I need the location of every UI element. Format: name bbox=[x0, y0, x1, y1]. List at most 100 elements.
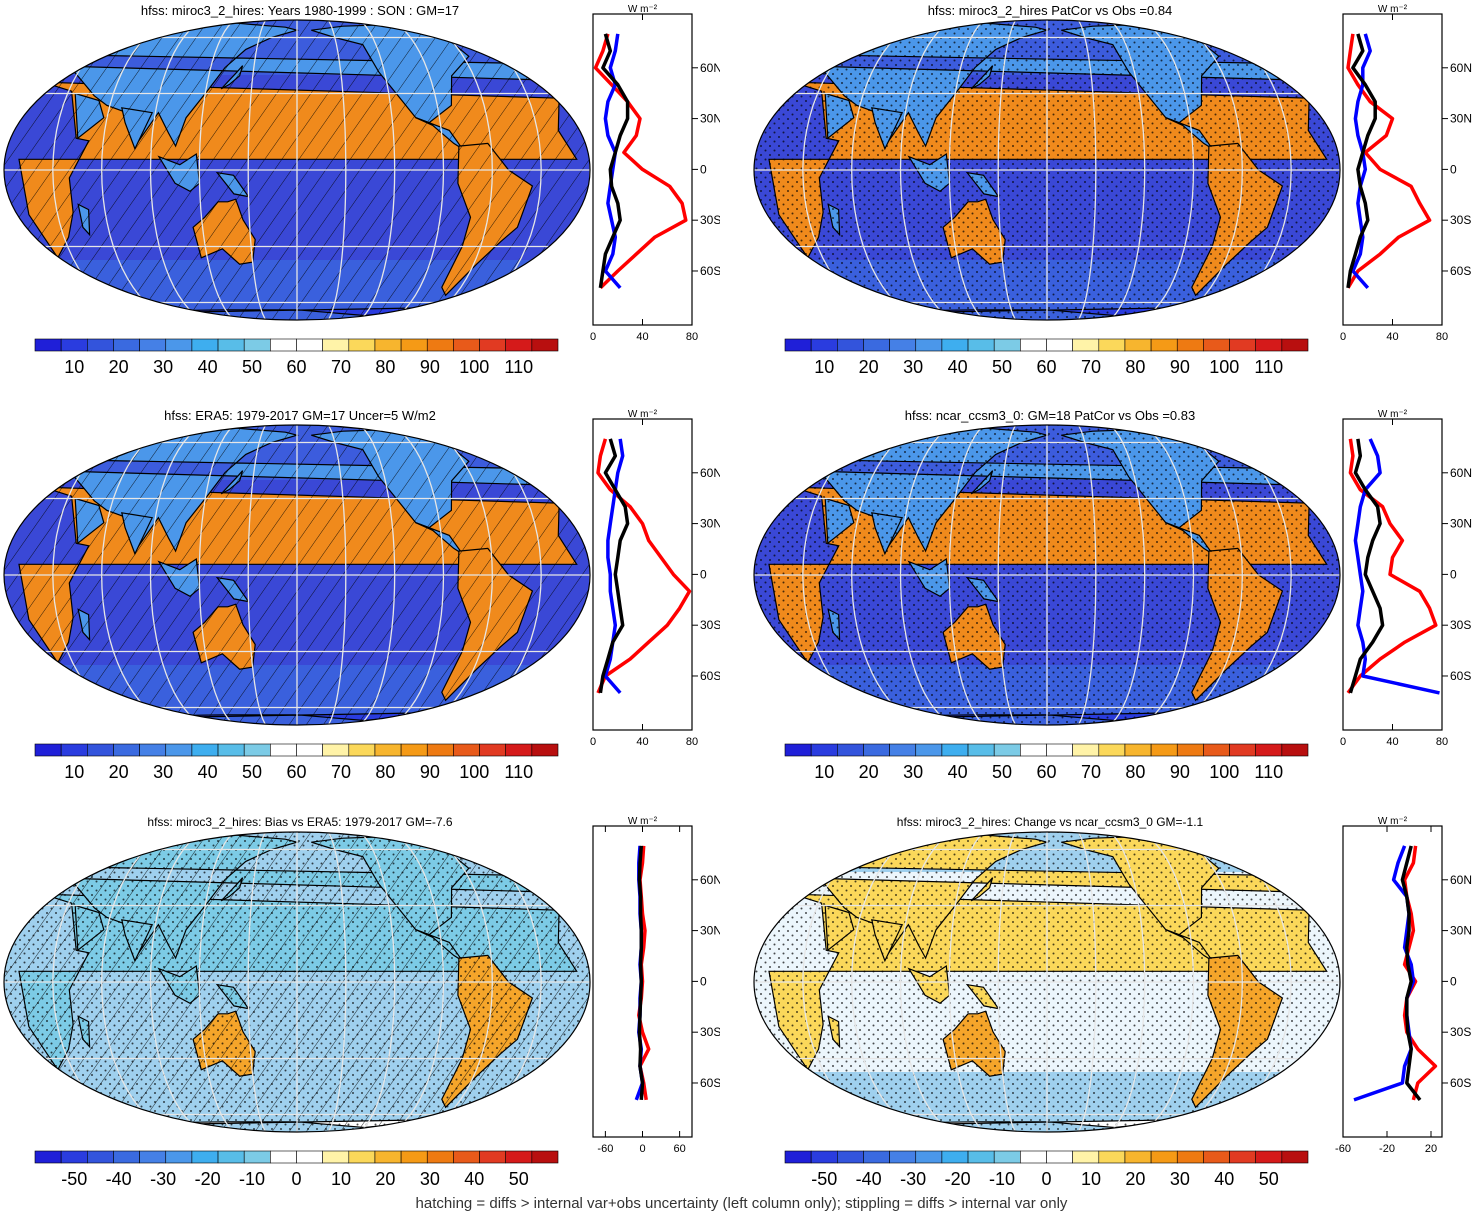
lat-tick-label: 0 bbox=[1450, 162, 1457, 176]
colorbar-swatch bbox=[113, 743, 140, 757]
colorbar-tick-label: 40 bbox=[198, 357, 218, 377]
meridian-line bbox=[1100, 20, 1146, 320]
panel-miroc-son: hfss: miroc3_2_hires: Years 1980-1999 : … bbox=[0, 0, 722, 380]
meridian-line bbox=[948, 20, 994, 320]
colorbar-swatch bbox=[1281, 743, 1309, 757]
colorbar-tick-label: 20 bbox=[109, 762, 129, 782]
colorbar-swatch bbox=[87, 743, 114, 757]
colorbar-swatch bbox=[531, 1150, 559, 1164]
colorbar-swatch bbox=[967, 338, 995, 352]
colorbar-swatch bbox=[322, 743, 350, 757]
profile-line-blue bbox=[1351, 33, 1372, 290]
colorbar-swatch bbox=[1203, 743, 1230, 757]
profile-unit-label: W m⁻² bbox=[1378, 409, 1408, 420]
colorbar-tick-label: -30 bbox=[150, 1169, 176, 1189]
lat-tick-label: 60N bbox=[1450, 466, 1472, 480]
profile-line-black bbox=[1346, 33, 1377, 289]
map-border bbox=[3, 831, 591, 1133]
lat-tick-label: 30S bbox=[1450, 1025, 1471, 1039]
lat-tick-label: 60S bbox=[700, 1076, 720, 1090]
x-tick-label: 80 bbox=[1436, 736, 1448, 748]
meridian-line bbox=[948, 832, 994, 1132]
map-border bbox=[753, 19, 1341, 321]
zonal-profile: W m⁻² 60N 30N 0 30S 60S 0 40 80 bbox=[590, 409, 722, 748]
lat-tick-label: 0 bbox=[700, 974, 707, 988]
colorbar-tick-label: 30 bbox=[153, 762, 173, 782]
profile-line-red bbox=[593, 33, 688, 290]
colorbar-tick-label: 10 bbox=[814, 762, 834, 782]
colorbar-swatch bbox=[784, 338, 812, 352]
lat-tick-label: 0 bbox=[700, 567, 707, 581]
colorbar-swatch bbox=[296, 743, 323, 757]
colorbar-swatch bbox=[941, 1150, 969, 1164]
colorbar-swatch bbox=[1046, 338, 1073, 352]
colorbar-swatch bbox=[993, 1150, 1021, 1164]
meridian-line bbox=[350, 20, 396, 320]
x-tick-label: 80 bbox=[686, 736, 698, 748]
colorbar-tick-label: 10 bbox=[1081, 1169, 1101, 1189]
profile-line-black bbox=[1400, 845, 1422, 1101]
panel-title: hfss: miroc3_2_hires PatCor vs Obs =0.84 bbox=[927, 3, 1173, 18]
colorbar-tick-label: -10 bbox=[989, 1169, 1015, 1189]
lat-tick-label: 60N bbox=[700, 61, 720, 75]
x-tick-label: 40 bbox=[1386, 331, 1398, 343]
colorbar-swatch bbox=[1255, 743, 1283, 757]
colorbar-tick-label: 70 bbox=[331, 357, 351, 377]
colorbar-swatch bbox=[531, 338, 559, 352]
meridian-line bbox=[948, 425, 994, 725]
profile-unit-label: W m⁻² bbox=[628, 4, 658, 15]
lat-tick-label: 60N bbox=[1450, 873, 1472, 887]
panel-ncar: hfss: ncar_ccsm3_0: GM=18 PatCor vs Obs … bbox=[750, 405, 1483, 785]
colorbar-tick-label: 90 bbox=[1170, 357, 1190, 377]
colorbar-swatch bbox=[348, 743, 376, 757]
x-tick-label: 60 bbox=[674, 1143, 686, 1155]
colorbar-tick-label: -20 bbox=[945, 1169, 971, 1189]
profile-line-black bbox=[637, 845, 645, 1101]
meridian-line bbox=[323, 425, 347, 725]
colorbar-tick-label: 110 bbox=[504, 762, 533, 782]
panel-era5: hfss: ERA5: 1979-2017 GM=17 Uncer=5 W/m2… bbox=[0, 405, 722, 785]
colorbar-swatch bbox=[400, 338, 428, 352]
colorbar-swatch bbox=[1229, 1150, 1256, 1164]
colorbar-swatch bbox=[270, 1150, 297, 1164]
colorbar-swatch bbox=[1203, 1150, 1230, 1164]
colorbar-swatch bbox=[322, 338, 350, 352]
colorbar-swatch bbox=[810, 338, 838, 352]
map-chart: 10 20 30 40 50 60 70 80 90 100 110 W m⁻² 60N 30N 0 30S 6… bbox=[3, 4, 722, 377]
profile-line-black bbox=[598, 33, 630, 289]
colorbar-tick-label: 10 bbox=[64, 357, 84, 377]
colorbar-tick-label: 100 bbox=[1209, 357, 1239, 377]
meridian-line bbox=[899, 20, 967, 320]
colorbar-tick-label: 90 bbox=[420, 762, 440, 782]
colorbar-swatch bbox=[1098, 743, 1126, 757]
colorbar-swatch bbox=[139, 338, 167, 352]
colorbar-swatch bbox=[941, 338, 969, 352]
meridian-line bbox=[247, 20, 271, 320]
colorbar-tick-label: 50 bbox=[509, 1169, 529, 1189]
meridian-line bbox=[1127, 832, 1195, 1132]
colorbar-swatch bbox=[87, 338, 114, 352]
colorbar-tick-label: 30 bbox=[153, 357, 173, 377]
colorbar-swatch bbox=[374, 1150, 402, 1164]
colorbar-tick-label: 100 bbox=[459, 357, 489, 377]
colorbar-swatch bbox=[863, 1150, 890, 1164]
meridian-line bbox=[149, 832, 217, 1132]
colorbar-tick-label: 110 bbox=[1254, 357, 1283, 377]
zonal-profile: W m⁻² 60N 30N 0 30S 60S -60 -20 20 bbox=[1335, 816, 1472, 1155]
panel-title: hfss: ERA5: 1979-2017 GM=17 Uncer=5 W/m2 bbox=[164, 408, 436, 423]
lat-tick-label: 60N bbox=[700, 873, 720, 887]
meridian-line bbox=[323, 20, 347, 320]
panel-change: hfss: miroc3_2_hires: Change vs ncar_ccs… bbox=[750, 812, 1483, 1192]
lat-tick-label: 60S bbox=[700, 669, 720, 683]
colorbar-swatch bbox=[296, 338, 323, 352]
meridian-line bbox=[377, 20, 445, 320]
colorbar-swatch bbox=[139, 743, 167, 757]
colorbar-swatch bbox=[322, 1150, 350, 1164]
colorbar-swatch bbox=[113, 1150, 140, 1164]
colorbar-tick-label: 20 bbox=[859, 762, 879, 782]
colorbar-tick-label: 50 bbox=[992, 762, 1012, 782]
colorbar-tick-label: 70 bbox=[1081, 762, 1101, 782]
colorbar-swatch bbox=[270, 338, 297, 352]
colorbar-swatch bbox=[505, 338, 533, 352]
colorbar-tick-label: -20 bbox=[195, 1169, 221, 1189]
